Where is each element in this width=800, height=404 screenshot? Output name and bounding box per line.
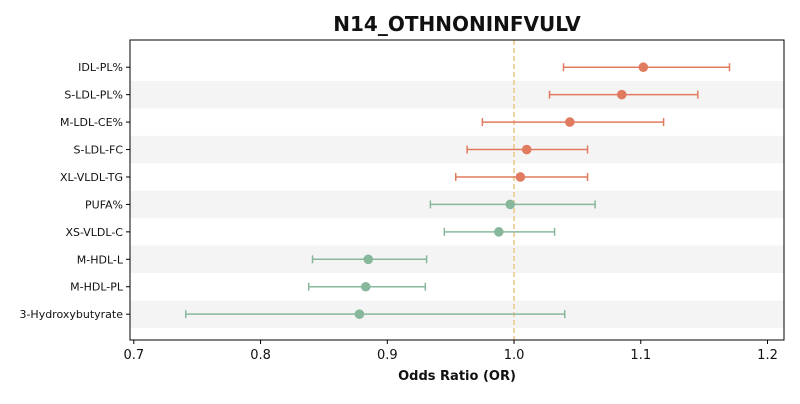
row-band	[130, 245, 784, 274]
y-tick-label: XS-VLDL-C	[65, 226, 123, 239]
row-band	[130, 135, 784, 164]
y-tick-label: M-HDL-PL	[70, 281, 124, 294]
or-point	[515, 172, 526, 182]
y-tick-label: PUFA%	[85, 198, 123, 211]
error-bars	[185, 63, 731, 319]
or-point	[360, 281, 371, 292]
y-tick-label: S-LDL-PL%	[64, 89, 123, 102]
point-estimates	[354, 62, 649, 319]
x-axis-label: Odds Ratio (OR)	[398, 369, 516, 384]
y-tick-label: M-HDL-L	[77, 253, 124, 266]
x-tick-label: 0.8	[250, 348, 271, 363]
x-tick-label: 1.2	[757, 348, 778, 363]
or-point	[354, 309, 365, 319]
x-tick-label: 1.1	[630, 348, 651, 363]
x-tick-label: 0.9	[377, 348, 398, 363]
x-tick-label: 1.0	[504, 348, 525, 363]
or-point	[521, 144, 532, 155]
x-axis-ticks: 0.7 0.8 0.9 1.0 1.1 1.2	[123, 340, 778, 363]
or-point	[565, 117, 575, 127]
chart-title: N14_OTHNONINFVULV	[333, 12, 581, 36]
or-point	[494, 227, 504, 237]
y-tick-label: XL-VLDL-TG	[60, 171, 123, 184]
y-axis-labels: IDL-PL% S-LDL-PL% M-LDL-CE% S-LDL-FC XL-VLDL…	[19, 61, 130, 321]
y-tick-label: M-LDL-CE%	[60, 116, 123, 129]
x-tick-label: 0.7	[123, 348, 144, 363]
y-tick-label: IDL-PL%	[78, 61, 123, 74]
or-point	[363, 254, 374, 265]
y-tick-label: S-LDL-FC	[74, 144, 124, 157]
plot-frame	[129, 39, 785, 341]
or-point	[638, 62, 649, 73]
or-point	[505, 199, 516, 210]
y-tick-label: 3-Hydroxybutyrate	[19, 308, 123, 321]
or-point	[616, 89, 627, 100]
